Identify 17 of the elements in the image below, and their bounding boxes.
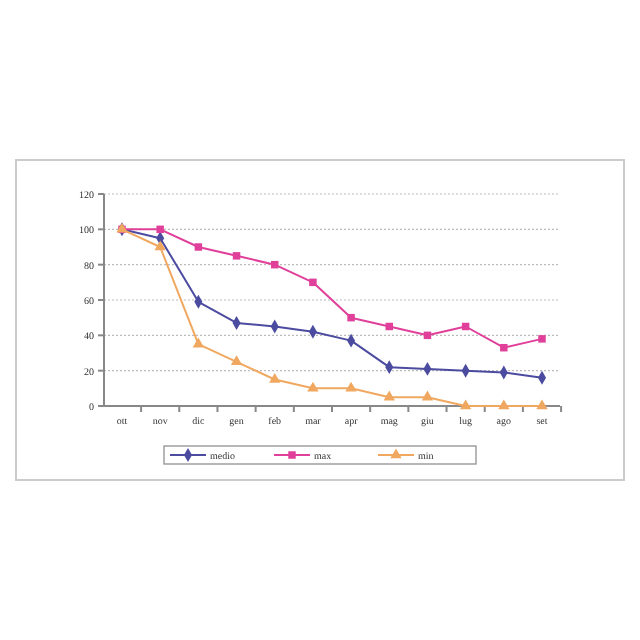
point: [309, 278, 317, 287]
point: [154, 240, 166, 251]
point: [536, 399, 548, 410]
point: [347, 313, 355, 322]
point: [230, 355, 243, 366]
point: [269, 372, 281, 383]
point: [156, 225, 164, 234]
point: [194, 243, 203, 251]
point: [307, 381, 319, 392]
point: [383, 390, 395, 401]
point: [538, 335, 546, 343]
point: [345, 381, 357, 392]
point: [500, 343, 508, 352]
point: [459, 399, 472, 410]
point: [232, 252, 241, 260]
point: [421, 390, 434, 401]
point: [498, 399, 510, 410]
